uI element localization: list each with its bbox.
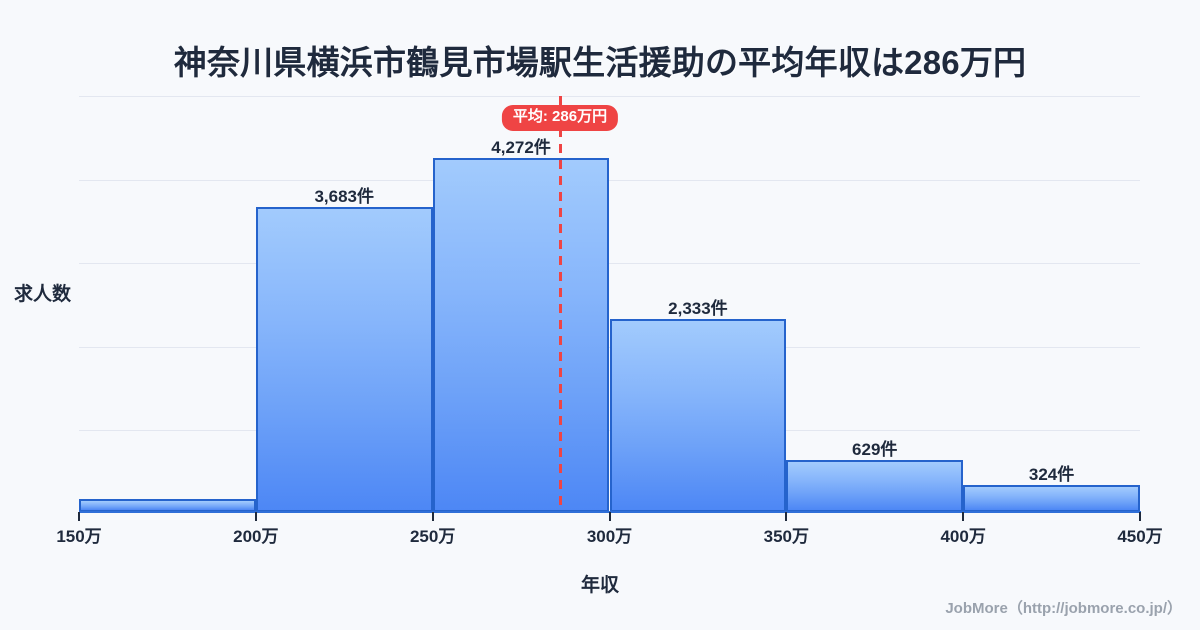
plot-area xyxy=(79,96,1140,512)
average-badge: 平均: 286万円 xyxy=(501,105,619,131)
histogram-bar xyxy=(609,318,787,512)
histogram-bar xyxy=(255,206,433,512)
histogram-bar xyxy=(963,485,1140,512)
gridline xyxy=(79,96,1140,97)
page-title: 神奈川県横浜市鶴見市場駅生活援助の平均年収は286万円 xyxy=(173,44,1027,81)
x-axis-tick-label: 200万 xyxy=(233,527,279,546)
x-axis-tick xyxy=(1139,512,1141,521)
bar-value-label: 2,333件 xyxy=(668,298,728,318)
histogram-bar xyxy=(786,459,964,512)
x-axis-tick xyxy=(785,512,788,521)
x-axis-tick xyxy=(254,512,257,521)
x-axis-tick-label: 400万 xyxy=(940,527,986,546)
bar-value-label: 4,272件 xyxy=(491,137,551,157)
average-line xyxy=(558,96,562,512)
histogram-bar xyxy=(79,498,256,512)
x-axis-tick-label: 300万 xyxy=(586,527,633,546)
x-axis-tick-label: 350万 xyxy=(763,527,810,546)
x-axis-title: 年収 xyxy=(580,575,619,596)
gridline xyxy=(79,180,1140,181)
x-axis-tick xyxy=(608,512,611,521)
x-axis-tick-label: 150万 xyxy=(56,527,102,546)
bar-value-label: 629件 xyxy=(852,439,898,459)
bar-value-label: 3,683件 xyxy=(314,186,375,206)
gridline xyxy=(79,263,1140,264)
x-axis-tick xyxy=(431,512,434,521)
x-axis-tick xyxy=(962,512,965,521)
x-axis-tick-label: 250万 xyxy=(409,527,456,546)
watermark: JobMore（http://jobmore.co.jp/） xyxy=(945,600,1182,617)
bar-value-label: 324件 xyxy=(1028,465,1075,485)
y-axis-title: 求人数 xyxy=(14,284,72,305)
x-axis-tick xyxy=(78,512,80,521)
histogram-bar xyxy=(432,158,610,512)
x-axis-tick-label: 450万 xyxy=(1117,527,1163,546)
